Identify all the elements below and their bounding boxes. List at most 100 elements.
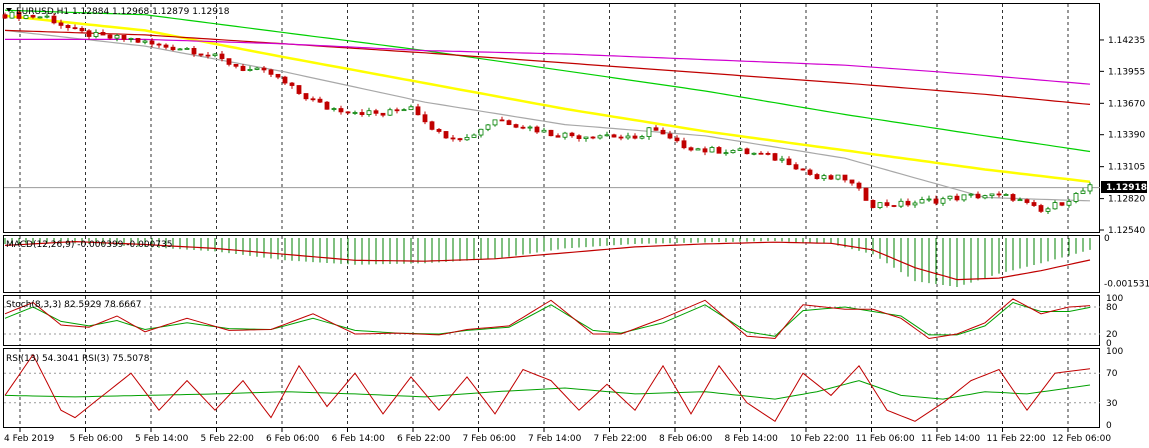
candle-body xyxy=(16,11,22,19)
x-axis-tick-label: 8 Feb 14:00 xyxy=(725,434,779,444)
candle-body xyxy=(401,109,407,112)
rsi-panel-frame xyxy=(3,348,1100,428)
candle-body xyxy=(632,135,638,139)
collapse-arrow-icon[interactable] xyxy=(6,8,12,12)
candle-body xyxy=(366,110,372,115)
macd-header: MACD(12,26,9) -0.000399 -0.000735 xyxy=(6,240,172,250)
candle-body xyxy=(891,205,897,207)
candle-body xyxy=(492,119,498,126)
candle-body xyxy=(695,148,701,151)
x-axis-tick-label: 6 Feb 14:00 xyxy=(332,434,386,444)
candle-body xyxy=(541,129,547,133)
candle-body xyxy=(23,15,29,19)
candle-body xyxy=(870,200,876,208)
candle-body xyxy=(177,48,183,51)
candle-body xyxy=(618,136,624,139)
candle-body xyxy=(345,111,351,114)
stoch-panel[interactable] xyxy=(4,298,1091,340)
candle-body xyxy=(933,198,939,204)
price-panel[interactable] xyxy=(2,9,1093,214)
vertical-gridlines xyxy=(19,4,1069,427)
candle-body xyxy=(905,200,911,206)
candle-body xyxy=(646,127,652,137)
candle-body xyxy=(156,43,162,46)
candle-body xyxy=(443,131,449,139)
price-axis-label: 1.12820 xyxy=(1108,195,1145,205)
stoch-main-line xyxy=(4,298,1091,340)
candle-body xyxy=(975,193,981,199)
candle-body xyxy=(135,38,141,43)
candle-body xyxy=(751,152,757,155)
candle-body xyxy=(884,202,890,206)
candle-body xyxy=(478,128,484,136)
candle-body xyxy=(856,182,862,189)
moving-average-green xyxy=(4,9,1091,153)
price-panel-frame xyxy=(3,3,1100,233)
candle-body xyxy=(1024,199,1030,203)
stoch-axis-label: 100 xyxy=(1106,294,1123,304)
candle-body xyxy=(51,15,57,24)
candle-body xyxy=(303,93,309,100)
x-axis-tick-label: 6 Feb 22:00 xyxy=(397,434,451,444)
candle-body xyxy=(128,38,134,40)
candle-body xyxy=(79,27,85,32)
candle-body xyxy=(226,58,232,65)
candle-body xyxy=(849,179,855,184)
candle-body xyxy=(744,148,750,155)
x-axis-tick-label: 7 Feb 22:00 xyxy=(594,434,648,444)
candle-body xyxy=(247,69,253,71)
candle-body xyxy=(485,124,491,130)
price-axis-label: 1.13105 xyxy=(1108,163,1145,173)
candle-body xyxy=(1087,184,1093,192)
candle-body xyxy=(373,110,379,114)
stoch-panel-frame xyxy=(3,295,1100,346)
candle-body xyxy=(429,121,435,130)
moving-average-yellow xyxy=(4,14,1091,184)
candle-body xyxy=(261,67,267,71)
candle-body xyxy=(919,199,925,204)
candle-body xyxy=(576,135,582,139)
candle-body xyxy=(842,174,848,181)
macd-panel[interactable] xyxy=(4,238,1091,288)
candle-body xyxy=(268,69,274,75)
candle-body xyxy=(450,137,456,140)
candle-body xyxy=(2,14,8,19)
candle-body xyxy=(513,124,519,128)
candle-body xyxy=(359,112,365,115)
candle-body xyxy=(114,35,120,39)
candle-body xyxy=(1045,208,1051,212)
price-axis-label: 1.13670 xyxy=(1108,99,1145,109)
x-axis-tick-label: 6 Feb 06:00 xyxy=(266,434,320,444)
rsi-axis-label: 0 xyxy=(1106,421,1112,431)
candle-body xyxy=(296,85,302,94)
candle-body xyxy=(275,73,281,78)
stoch-axis-label: 80 xyxy=(1106,303,1118,313)
x-axis-tick-label: 10 Feb 22:00 xyxy=(790,434,849,444)
candle-body xyxy=(590,136,596,139)
candle-body xyxy=(562,132,568,138)
candle-body xyxy=(65,25,71,29)
candle-body xyxy=(940,198,946,204)
candle-body xyxy=(800,168,806,171)
rsi13-line xyxy=(4,380,1091,400)
candle-body xyxy=(786,158,792,166)
candle-body xyxy=(1080,190,1086,194)
macd-signal-line xyxy=(4,240,1091,281)
candle-body xyxy=(548,129,554,137)
x-axis-labels: 4 Feb 2019 5 Feb 06:00 5 Feb 14:00 5 Feb 22… xyxy=(4,428,1111,444)
candle-body xyxy=(212,53,218,57)
candle-body xyxy=(947,195,953,200)
x-axis-tick-label: 11 Feb 14:00 xyxy=(921,434,980,444)
x-axis-tick-label: 5 Feb 14:00 xyxy=(135,434,189,444)
rsi-panel[interactable] xyxy=(4,353,1091,423)
candle-body xyxy=(653,127,659,131)
candle-body xyxy=(72,27,78,30)
candle-body xyxy=(681,140,687,149)
rsi-axis-label: 100 xyxy=(1106,347,1123,357)
candle-body xyxy=(996,193,1002,196)
candle-body xyxy=(149,40,155,45)
candle-body xyxy=(191,47,197,55)
candle-body xyxy=(142,40,148,43)
x-axis-tick-label: 7 Feb 14:00 xyxy=(528,434,582,444)
